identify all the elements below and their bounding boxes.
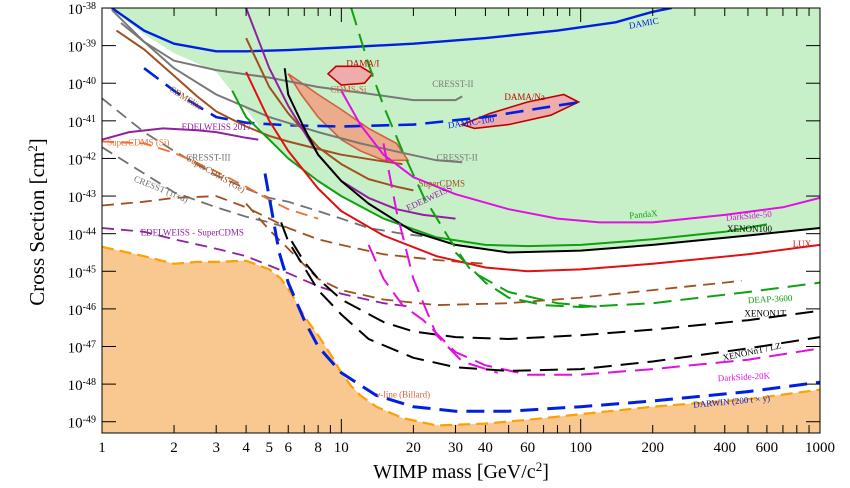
series-lux [245,71,820,273]
series-label-cresst-ii-a: CRESST-II [432,79,473,89]
series-cresst-ii-a [111,9,463,102]
x-tick-label: 40 [478,440,493,456]
y-tick-label: 10-48 [68,377,96,395]
series-damic-top [111,8,672,53]
series-supercdms-si [102,140,319,220]
region-cdms-si-region [287,73,410,162]
series-magenta-dashed [382,143,499,374]
y-tick-label: 10-41 [68,113,96,131]
series-label-edelweiss-2017: EDELWEISS 2017 [182,122,252,132]
region-label-dama-i: DAMA/I [346,58,379,68]
x-tick-label: 1 [98,440,106,456]
region-neutrino-floor-fill [102,246,820,433]
excluded-region [102,8,820,253]
series-pandax [231,90,768,248]
series-damic-100 [143,67,581,128]
x-tick-label: 1000 [805,440,835,456]
series-darwin [263,173,820,413]
series-label-cresst-ii-b: CRESST-II [437,152,478,162]
x-tick-label: 30 [448,440,463,456]
x-tick-label: 6 [284,440,292,456]
x-tick-label: 400 [714,440,737,456]
y-tick-label: 10-42 [68,151,96,169]
y-tick-label: 10-45 [68,264,96,282]
series-darkside-20k [367,244,820,376]
x-tick-label: 2 [170,440,178,456]
series-edelweiss-2017 [102,127,259,141]
y-axis-title: Cross Section [cm2] [25,138,50,305]
series-label-deap-3600: DEAP-3600 [748,293,793,305]
region-label-dama-na: DAMA/Na [504,92,545,102]
y-tick-label: 10-49 [68,414,96,432]
series-label-supercdms: SuperCDMS [419,179,466,189]
series-cresst-ii-b [120,22,463,164]
series-label-supercdms-si: SuperCDMS (Si) [107,137,169,147]
series-darkside-50 [340,90,820,224]
series-supercdms-ge [102,195,486,265]
y-tick-label: 10-44 [68,226,96,244]
series-label-darkside-50: DarkSide-50 [725,209,772,223]
series-deap-3600 [454,251,820,308]
x-tick-label: 8 [314,440,322,456]
series-label-lux: LUX [793,239,812,249]
series-xenon1t [290,240,820,340]
x-tick-label: 600 [756,440,779,456]
region-label-cdms-si-region: CDMS-Si [330,85,367,95]
y-tick-label: 10-38 [68,1,96,19]
region-neutrino-floor-line [102,245,820,427]
series-label-darkside-20k: DarkSide-20K [717,370,770,383]
x-tick-label: 20 [406,440,421,456]
series-cresst-iii [102,97,449,241]
series-cdmslite [115,29,403,166]
x-tick-label: 60 [520,440,535,456]
series-cresst-1ty [102,146,289,229]
series-label-xenon1t: XENON1T [744,308,786,318]
series-label-edelweiss-supercdms: EDELWEISS - SuperCDMS [141,228,244,238]
x-tick-label: 10 [334,440,349,456]
series-cdms-ii-lower [245,203,742,306]
y-tick-label: 10-46 [68,301,96,319]
series-label-xenon100: XENON100 [727,224,772,234]
region-label-neutrino-floor: ν-line (Billard) [376,389,430,399]
series-label-pandax: PandaX [629,208,659,220]
series-edelweiss-supercdms [102,227,414,308]
y-tick-label: 10-47 [68,339,96,357]
x-tick-label: 3 [212,440,220,456]
y-tick-label: 10-40 [68,76,96,94]
x-tick-label: 4 [242,440,250,456]
x-axis-title: WIMP mass [GeV/c2] [373,459,549,484]
x-tick-label: 200 [641,440,664,456]
x-tick-label: 5 [266,440,274,456]
y-tick-label: 10-43 [68,189,96,207]
x-tick-label: 100 [569,440,592,456]
series-green-dashed [350,8,600,308]
series-xenonnt-lz [280,222,820,372]
series-xenon100 [283,68,820,254]
plot-frame [101,7,821,434]
series-label-cresst-iii: CRESST-III [186,152,230,162]
y-tick-label: 10-39 [68,38,96,56]
